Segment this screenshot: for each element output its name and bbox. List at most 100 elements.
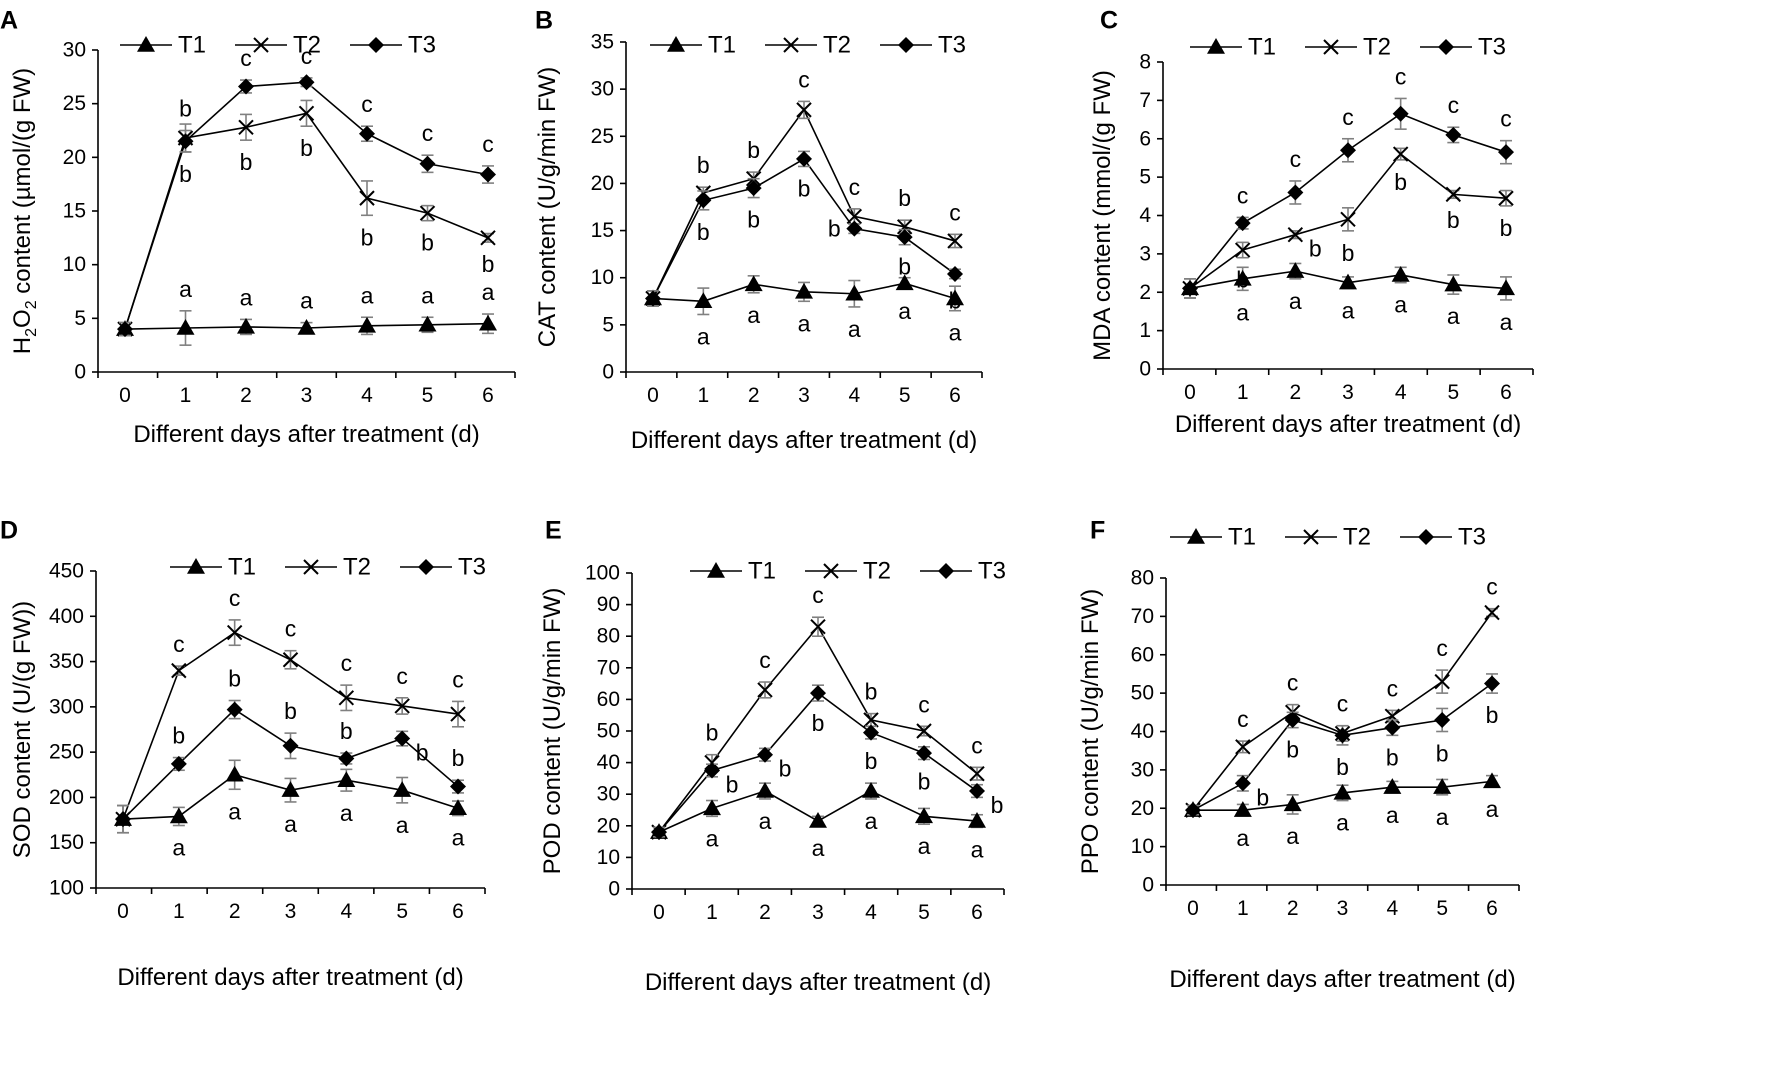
data-point-b	[1384, 708, 1401, 724]
significance-letter: a	[240, 284, 253, 310]
y-tick-label: 40	[597, 751, 620, 774]
legend-label: T2	[863, 558, 891, 585]
y-tick-label: 35	[591, 31, 614, 54]
data-point	[896, 229, 913, 246]
legend: T1 T2 T3	[690, 558, 1006, 585]
data-point-b	[282, 652, 299, 668]
significance-letter: c	[1237, 182, 1249, 208]
data-point	[358, 316, 376, 333]
significance-letter: b	[1436, 741, 1449, 767]
data-point-b	[226, 624, 243, 641]
significance-letter: b	[284, 698, 297, 724]
x-tick-label: 1	[180, 384, 192, 407]
significance-letter: b	[1386, 744, 1399, 770]
y-tick-label: 15	[591, 219, 614, 242]
y-axis-label-part: POD content (U/g/min FW)	[539, 588, 566, 875]
x-axis-label: Different days after treatment (d)	[631, 427, 977, 454]
x-axis-label: Different days after treatment (d)	[117, 964, 463, 991]
y-tick-label: 400	[49, 605, 84, 628]
x-tick-label: 2	[759, 901, 771, 924]
x-tick-label: 2	[240, 384, 252, 407]
data-point	[170, 755, 187, 772]
significance-letter: c	[1448, 92, 1460, 118]
significance-letter: b	[1486, 702, 1499, 728]
data-point-b	[480, 230, 496, 246]
data-point	[338, 750, 355, 767]
significance-letter: c	[1342, 104, 1354, 130]
significance-letter: b	[421, 230, 434, 256]
data-point-b	[1235, 739, 1251, 755]
data-point-b	[394, 698, 410, 714]
legend-marker	[1187, 528, 1205, 544]
data-point	[796, 150, 812, 167]
x-tick-label: 1	[1237, 381, 1249, 404]
data-point	[968, 812, 986, 828]
significance-letter: b	[812, 710, 825, 736]
significance-letter: b	[416, 740, 429, 766]
x-axis-label: Different days after treatment (d)	[645, 969, 991, 996]
data-point	[1283, 795, 1302, 812]
y-axis-label: SOD content (U/(g FW))	[9, 601, 36, 858]
x-axis-label: Different days after treatment (d)	[1175, 411, 1521, 438]
significance-letter: c	[422, 120, 434, 146]
y-tick-label: 60	[597, 688, 620, 711]
significance-letter: c	[1395, 63, 1407, 89]
legend-marker	[368, 37, 384, 53]
data-point	[1444, 275, 1463, 292]
data-point	[1284, 711, 1301, 728]
y-axis-label-part: 2	[23, 328, 40, 337]
data-point	[695, 192, 712, 209]
y-axis-label-part: content (µmol/(g FW)	[9, 68, 36, 301]
y-tick-label: 50	[597, 720, 620, 743]
legend-marker-b	[253, 37, 269, 53]
legend-label: T3	[938, 32, 966, 59]
data-point	[237, 317, 255, 334]
data-point	[757, 746, 773, 763]
significance-letter: a	[1486, 796, 1499, 822]
data-point	[1384, 719, 1401, 736]
significance-letter: b	[898, 185, 911, 211]
data-point	[449, 799, 467, 816]
data-point	[1484, 675, 1500, 692]
data-point-b	[450, 706, 466, 722]
data-point	[651, 824, 667, 841]
x-tick-label: 0	[653, 901, 665, 924]
significance-letter: b	[1342, 240, 1355, 266]
legend-label: T3	[978, 558, 1006, 585]
significance-letter: b	[697, 152, 710, 178]
significance-letter: c	[1337, 691, 1349, 717]
data-point	[1445, 126, 1462, 143]
significance-letter: c	[452, 666, 464, 692]
y-tick-label: 1	[1139, 319, 1151, 342]
significance-letter: c	[849, 174, 861, 200]
y-axis-label: POD content (U/g/min FW)	[539, 588, 566, 875]
significance-letter: a	[865, 808, 878, 834]
significance-letter: c	[1436, 635, 1448, 661]
data-point	[1339, 273, 1357, 290]
significance-letter: b	[179, 161, 192, 187]
significance-letter: a	[1342, 297, 1355, 323]
significance-letter: a	[898, 298, 911, 324]
y-tick-label: 3	[1139, 242, 1151, 265]
legend: T1 T2 T3	[1170, 524, 1486, 551]
legend-marker	[938, 563, 954, 579]
panel-f: F 0 10 20 30 40 50 60 70 80 0 1 2 3 4 5 6 Different days …	[1077, 517, 1520, 993]
legend-label: T1	[748, 558, 776, 585]
data-point	[1333, 783, 1352, 800]
significance-letter: c	[812, 582, 824, 608]
data-point	[479, 314, 497, 331]
significance-letter: a	[172, 835, 185, 861]
significance-letter: b	[865, 679, 878, 705]
x-tick-label: 3	[1342, 381, 1354, 404]
legend-label: T2	[1363, 34, 1391, 61]
legend-label: T3	[458, 554, 486, 581]
x-axis-label: Different days after treatment (d)	[133, 421, 479, 448]
data-point	[225, 765, 244, 782]
data-point-b	[1340, 211, 1356, 228]
legend-marker	[418, 559, 434, 575]
data-point	[916, 745, 932, 762]
data-point-b	[757, 682, 773, 698]
significance-letter: b	[340, 718, 353, 744]
significance-letter: a	[1394, 292, 1407, 318]
